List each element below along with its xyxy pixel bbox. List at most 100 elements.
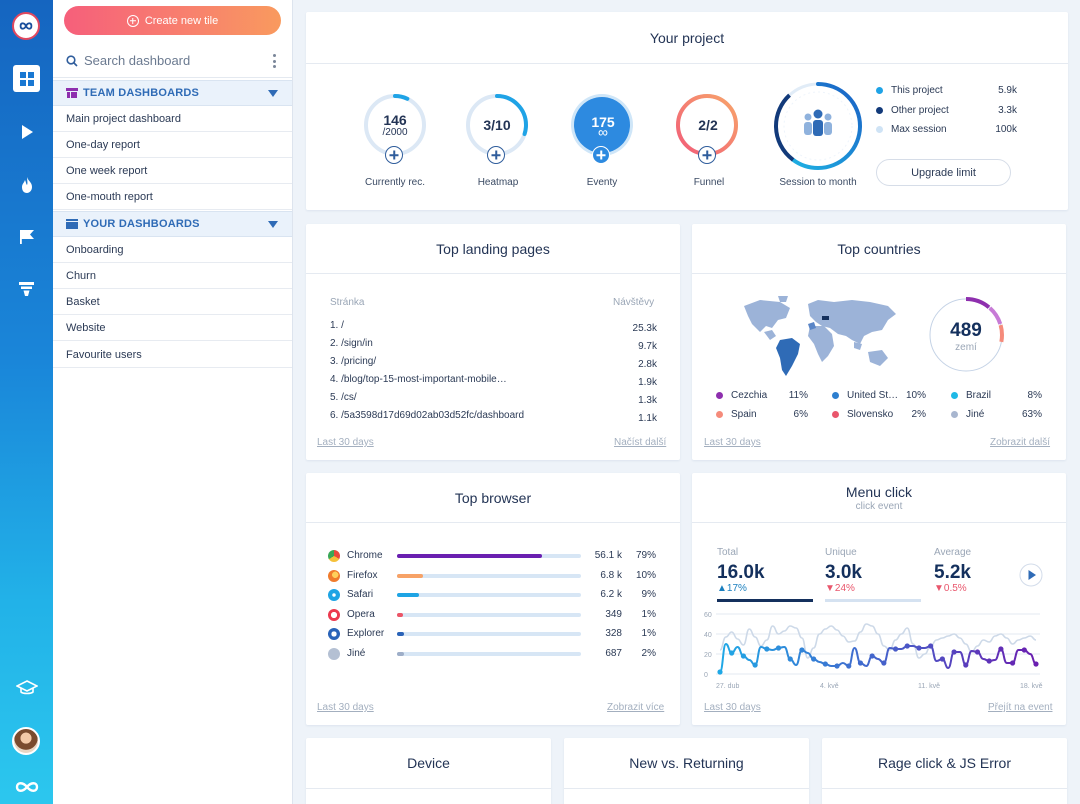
heatmap-circle[interactable]: 3/10 [466, 94, 528, 156]
upgrade-limit-button[interactable]: Upgrade limit [876, 159, 1011, 186]
landing-page-path[interactable]: 2. /sign/in [330, 338, 373, 349]
nav-item-churn[interactable]: Churn [53, 263, 292, 289]
flame-icon[interactable] [13, 171, 40, 198]
funnel-icon[interactable] [13, 275, 40, 302]
nav-item-main-project-dashboard[interactable]: Main project dashboard [53, 106, 292, 132]
arrow-down-icon: ▼ [934, 583, 944, 594]
kebab-menu-icon[interactable] [273, 54, 276, 68]
caret-down-icon[interactable] [268, 90, 278, 97]
landing-page-path[interactable]: 6. /5a3598d17d69d02ab03d52fc/dashboard [330, 410, 525, 421]
stat-total-delta: ▲17% [717, 583, 747, 594]
landing-page-path[interactable]: 1. / [330, 320, 344, 331]
create-new-tile-button[interactable]: Create new tile [64, 6, 281, 35]
browser-bar-track [397, 573, 581, 578]
browser-bar-fill [397, 554, 543, 558]
top-landing-pages-card: Top landing pages [306, 224, 680, 460]
browser-bar-fill [397, 573, 423, 578]
landing-page-visits: 25.3k [632, 323, 657, 334]
browser-bar-fill [397, 651, 405, 656]
data-point [787, 656, 793, 662]
browser-name: Chrome [347, 550, 383, 561]
landing-page-path[interactable]: 5. /cs/ [330, 392, 357, 403]
country-legend-item: Brazil [951, 390, 991, 401]
eventy-circle[interactable]: 175 ∞ [572, 94, 634, 156]
users-group-icon [804, 109, 832, 136]
landing-page-visits: 1.1k [638, 413, 657, 424]
country-share-arc [928, 297, 1004, 373]
browser-name: Safari [347, 589, 374, 600]
legend-dot [876, 87, 883, 94]
countries-show-more-link[interactable]: Zobrazit další [990, 437, 1051, 448]
session-this-project-arc [774, 82, 862, 170]
user-avatar[interactable] [12, 727, 40, 755]
circle-progress [364, 94, 426, 156]
country-name: Cezchia [731, 390, 768, 401]
legend-dot [716, 392, 723, 399]
app-logo[interactable] [12, 12, 40, 40]
data-point [717, 669, 723, 675]
browser-name: Firefox [347, 569, 378, 581]
browser-percent: 10% [635, 569, 656, 581]
nav-item-one-day-report[interactable]: One-day report [53, 132, 292, 158]
data-point [963, 662, 969, 668]
nav-item-favourite-users[interactable]: Favourite users [53, 342, 292, 368]
search-input[interactable] [84, 53, 264, 68]
explorer-icon [328, 628, 340, 640]
graduation-cap-icon[interactable] [13, 674, 40, 701]
browser-bar-track [397, 593, 581, 597]
your-dashboards-title: YOUR DASHBOARDS [83, 218, 200, 230]
funnel-circle[interactable]: 2/2 [677, 94, 739, 156]
top-browser-card: Top browser [306, 473, 680, 725]
add-event-icon[interactable] [592, 146, 610, 164]
country-percent: 6% [793, 409, 808, 420]
dashboard-icon[interactable] [13, 65, 40, 92]
menu-click-go-to-event-link[interactable]: Přejít na event [988, 702, 1053, 713]
nav-item-one-week-report[interactable]: One week report [53, 158, 292, 184]
team-dashboards-title: TEAM DASHBOARDS [83, 87, 200, 99]
country-percent: 10% [905, 390, 926, 401]
x-tick-label: 11. kvě [918, 683, 940, 690]
column-visits-header: Návštěvy [613, 297, 655, 308]
play-next-icon[interactable] [1019, 563, 1043, 587]
nav-item-website[interactable]: Website [53, 315, 292, 341]
browser-show-more-link[interactable]: Zobrazit více [607, 702, 665, 713]
menu-click-last-30-days-link[interactable]: Last 30 days [704, 702, 761, 713]
infinity-icon[interactable] [13, 773, 40, 800]
search-icon [66, 54, 78, 67]
legend-dot [876, 107, 883, 114]
currently-recording-circle[interactable]: 146 /2000 [364, 94, 426, 156]
chrome-icon [328, 550, 340, 562]
add-heatmap-icon[interactable] [487, 146, 505, 164]
data-point [857, 660, 864, 666]
card-divider [564, 788, 809, 789]
your-dashboards-header[interactable]: YOUR DASHBOARDS [53, 211, 292, 237]
landing-page-path[interactable]: 4. /blog/top-15-most-important-mobile… [330, 374, 507, 385]
country-name: United St… [847, 390, 899, 401]
nav-item-onboarding[interactable]: Onboarding [53, 237, 292, 263]
flag-icon[interactable] [13, 223, 40, 250]
stat-unique-underline [825, 599, 921, 602]
play-icon[interactable] [13, 118, 40, 145]
caret-down-icon[interactable] [268, 221, 278, 228]
menu-click-line-chart: 60 40 20 0 27. dub 4. kvě 11. kvě 18. kvě [704, 612, 1043, 690]
nav-item-one-month-report[interactable]: One-mouth report [53, 184, 292, 210]
your-project-title: Your project [649, 30, 725, 46]
countries-last-30-days-link[interactable]: Last 30 days [704, 437, 761, 448]
top-countries-card: Top countries [692, 224, 1066, 460]
card-divider [692, 273, 1066, 274]
data-point [846, 663, 852, 669]
legend-dot [832, 411, 839, 418]
nav-item-basket[interactable]: Basket [53, 289, 292, 315]
circle-progress [466, 94, 528, 156]
top-browser-title: Top browser [454, 490, 532, 506]
browser-last-30-days-link[interactable]: Last 30 days [317, 702, 374, 713]
session-inner-ring [783, 91, 853, 161]
add-funnel-icon[interactable] [698, 146, 716, 164]
country-share-arc [928, 297, 1004, 373]
landing-last-30-days-link[interactable]: Last 30 days [317, 437, 374, 448]
add-recording-icon[interactable] [385, 146, 403, 164]
country-name: Spain [731, 409, 757, 420]
landing-page-path[interactable]: 3. /pricing/ [330, 356, 377, 367]
landing-load-more-link[interactable]: Načíst další [614, 437, 667, 448]
team-dashboards-header[interactable]: TEAM DASHBOARDS [53, 80, 292, 106]
